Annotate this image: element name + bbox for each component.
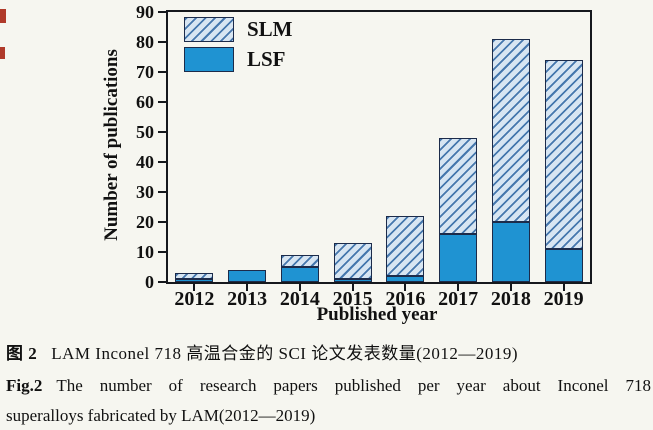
legend-item-slm: SLM [184,17,293,42]
caption-en-line1: Fig.2 The number of research papers publi… [6,372,651,399]
plot-area: SLM LSF [166,10,592,284]
figure-caption: 图 2 LAM Inconel 718 高温合金的 SCI 论文发表数量(2012… [6,341,651,429]
bar-2019-slm [544,60,583,249]
bar-2015-lsf [333,279,372,282]
y-tick-mark-70 [158,71,166,73]
bar-2015-slm [333,243,372,279]
x-tick-mark-2017 [457,284,460,291]
legend-label-lsf: LSF [247,47,286,71]
bar-2018-lsf [491,222,530,282]
y-tick-mark-60 [158,101,166,103]
bar-2012-slm [175,273,214,279]
caption-en-text: The number of research papers published … [56,376,651,395]
y-tick-label-0: 0 [145,272,154,292]
y-tick-label-10: 10 [136,242,154,262]
bar-2018-slm [491,39,530,222]
x-tick-mark-2016 [404,284,407,291]
caption-en-line2: superalloys fabricated by LAM(2012—2019) [6,406,316,425]
x-tick-mark-2012 [193,284,196,291]
bar-2016-slm [386,216,425,276]
x-tick-mark-2013 [246,284,249,291]
bar-2017-slm [439,138,478,234]
bar-2014-lsf [280,267,319,282]
legend: SLM LSF [184,17,293,77]
x-tick-label-2013: 2013 [227,288,268,310]
x-tick-label-2012: 2012 [174,288,215,310]
caption-zh-label: 图 2 [6,344,38,363]
x-tick-mark-2018 [509,284,512,291]
legend-swatch-slm [184,17,234,42]
bar-2014-slm [280,255,319,267]
y-tick-mark-10 [158,251,166,253]
y-tick-label-30: 30 [136,182,154,202]
legend-item-lsf: LSF [184,47,293,72]
y-tick-label-60: 60 [136,92,154,112]
x-tick-label-2018: 2018 [490,288,531,310]
y-tick-label-50: 50 [136,122,154,142]
y-tick-mark-40 [158,161,166,163]
bar-2017-lsf [439,234,478,282]
legend-label-slm: SLM [247,17,293,41]
y-tick-mark-80 [158,41,166,43]
y-tick-mark-90 [158,11,166,13]
x-tick-label-2016: 2016 [385,288,426,310]
page-edge-artifact [0,47,5,59]
x-tick-mark-2015 [351,284,354,291]
y-tick-label-20: 20 [136,212,154,232]
caption-zh: 图 2 LAM Inconel 718 高温合金的 SCI 论文发表数量(2012… [6,341,651,367]
caption-en-label: Fig.2 [6,376,43,395]
y-tick-label-90: 90 [136,2,154,22]
y-tick-mark-0 [158,281,166,283]
y-tick-label-80: 80 [136,32,154,52]
x-axis-title: Published year [316,304,438,325]
y-tick-mark-30 [158,191,166,193]
x-tick-label-2017: 2017 [438,288,479,310]
bar-2013-lsf [228,270,267,282]
y-tick-label-70: 70 [136,62,154,82]
caption-zh-text: LAM Inconel 718 高温合金的 SCI 论文发表数量(2012—20… [51,344,519,363]
bar-2012-lsf [175,279,214,282]
y-tick-mark-20 [158,221,166,223]
page-edge-artifact [0,9,6,23]
y-tick-label-40: 40 [136,152,154,172]
legend-swatch-lsf [184,47,234,72]
x-tick-mark-2019 [562,284,565,291]
bar-2016-lsf [386,276,425,282]
x-tick-label-2014: 2014 [279,288,320,310]
bar-2019-lsf [544,249,583,282]
y-tick-mark-50 [158,131,166,133]
x-tick-label-2019: 2019 [543,288,584,310]
x-tick-label-2015: 2015 [332,288,373,310]
x-tick-mark-2014 [298,284,301,291]
